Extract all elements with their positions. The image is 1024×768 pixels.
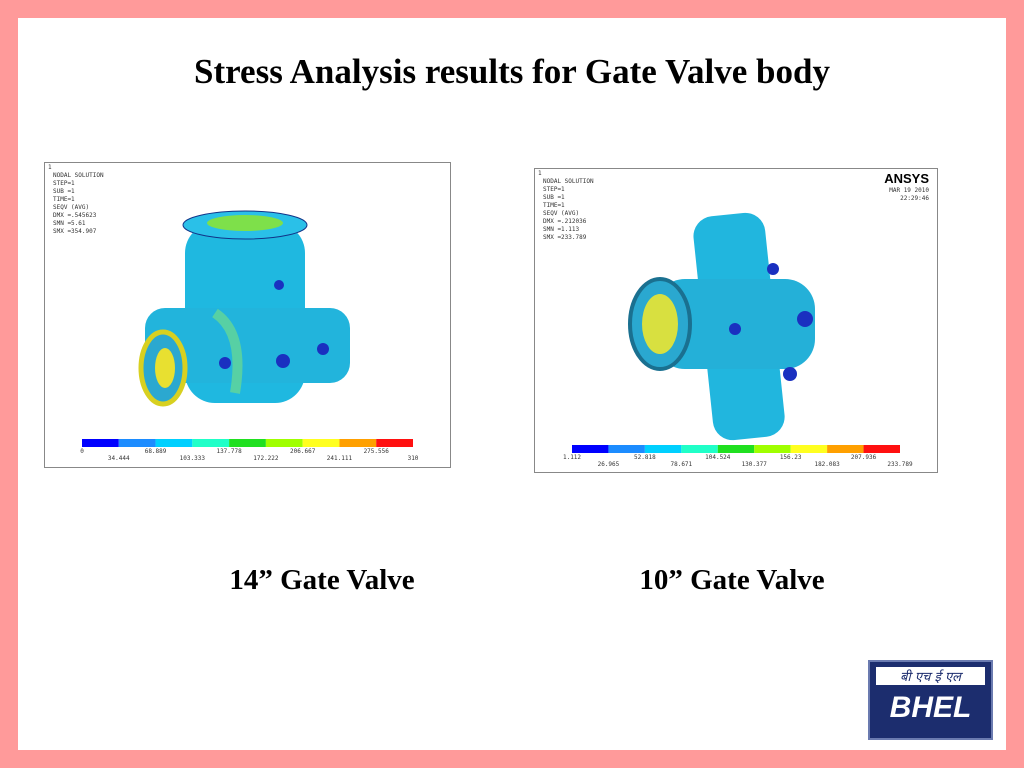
color-band — [717, 445, 755, 453]
plot-info: NODAL SOLUTION — [543, 178, 594, 185]
plot-number: 1 — [48, 164, 52, 171]
logo: बी एच ई एल BHEL — [868, 660, 993, 740]
legend-label: 233.789 — [887, 461, 913, 468]
color-band — [572, 445, 609, 453]
color-band — [754, 445, 791, 453]
color-band — [265, 439, 303, 447]
plot-time: 22:29:46 — [900, 195, 929, 202]
caption: 10” Gate Valve — [639, 564, 825, 596]
legend-label: 34.444 — [108, 455, 130, 462]
plot-info: SMX =354.907 — [53, 228, 97, 235]
color-band — [118, 439, 156, 447]
legend-label: 206.667 — [290, 448, 316, 455]
color-band — [302, 439, 340, 447]
color-band — [644, 445, 682, 453]
plot-info: SEQV (AVG) — [53, 204, 89, 211]
plot-info: SEQV (AVG) — [543, 210, 579, 217]
plot-info: SMN =1.113 — [543, 226, 580, 233]
legend-label: 68.889 — [145, 448, 167, 455]
color-band — [608, 445, 645, 453]
color-band — [229, 439, 266, 447]
valve-model — [138, 210, 350, 407]
color-band — [376, 439, 413, 447]
legend-label: 78.671 — [670, 461, 692, 468]
legend-label: 1.112 — [563, 454, 581, 461]
slide-title: Stress Analysis results for Gate Valve b… — [194, 52, 830, 91]
legend-label: 207.936 — [851, 454, 877, 461]
plot-info: SMN =5.61 — [53, 220, 86, 227]
legend-label: 137.778 — [216, 448, 242, 455]
legend-label: 130.377 — [742, 461, 768, 468]
plot-info: SUB =1 — [543, 194, 565, 201]
color-band — [155, 439, 193, 447]
legend-label: 104.524 — [705, 454, 731, 461]
plot-number: 1 — [538, 170, 542, 177]
color-band — [863, 445, 900, 453]
plot-info: DMX =.545623 — [53, 212, 97, 219]
color-band — [82, 439, 119, 447]
legend-label: 241.111 — [327, 455, 353, 462]
plot-date: MAR 19 2010 — [889, 187, 929, 194]
color-band — [339, 439, 377, 447]
plot-info: TIME=1 — [543, 202, 565, 209]
color-band — [192, 439, 230, 447]
plot-info: SMX =233.789 — [543, 234, 587, 241]
legend-label: 172.222 — [253, 455, 279, 462]
logo-text: BHEL — [889, 691, 972, 724]
legend-label: 103.333 — [180, 455, 206, 462]
legend-label: 310 — [408, 455, 419, 462]
legend-label: 275.556 — [364, 448, 390, 455]
color-band — [790, 445, 828, 453]
slide: Stress Analysis results for Gate Valve b… — [18, 18, 1006, 750]
legend-label: 52.818 — [634, 454, 656, 461]
caption: 14” Gate Valve — [229, 564, 415, 596]
plot-info: SUB =1 — [53, 188, 75, 195]
logo-hindi: बी एच ई एल — [876, 667, 985, 685]
legend-label: 182.083 — [814, 461, 840, 468]
plot-info: STEP=1 — [543, 186, 565, 193]
plot-info: STEP=1 — [53, 180, 75, 187]
legend-label: 26.965 — [598, 461, 620, 468]
plot-info: TIME=1 — [53, 196, 75, 203]
valve-model — [628, 212, 815, 441]
legend-label: 0 — [80, 448, 84, 455]
color-band — [827, 445, 864, 453]
plot-info: NODAL SOLUTION — [53, 172, 104, 179]
legend-label: 156.23 — [780, 454, 802, 461]
color-band — [681, 445, 718, 453]
plot-info: DMX =.212036 — [543, 218, 587, 225]
brand: ANSYS — [884, 171, 929, 186]
